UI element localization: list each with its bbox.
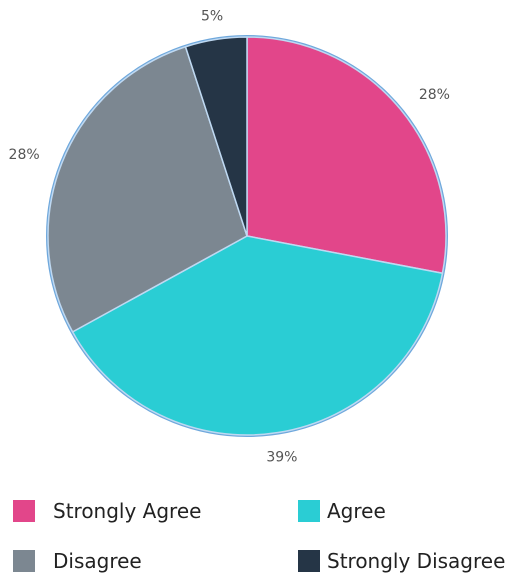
legend-item-strongly-disagree: Strongly Disagree xyxy=(298,548,505,574)
data-label-strongly-disagree: 5% xyxy=(201,9,223,25)
pie-slice-agree xyxy=(71,235,444,436)
data-label-disagree: 28% xyxy=(9,147,40,163)
pie-outline xyxy=(46,35,448,437)
legend-label: Agree xyxy=(327,499,386,523)
pie-chart-svg: 28% 39% 28% 5% xyxy=(9,9,450,466)
legend-swatch xyxy=(13,550,35,572)
legend-label: Disagree xyxy=(53,549,142,573)
legend-item-disagree: Disagree xyxy=(13,548,142,574)
pie-chart: 28% 39% 28% 5% xyxy=(9,9,450,466)
legend-label: Strongly Disagree xyxy=(327,549,506,573)
legend-swatch xyxy=(13,500,35,522)
legend-swatch xyxy=(298,500,320,522)
legend-item-strongly-agree: Strongly Agree xyxy=(13,498,201,524)
legend-swatch xyxy=(298,550,320,572)
chart-legend: Strongly Agree Agree Disagree Strongly D… xyxy=(0,490,526,577)
legend-item-agree: Agree xyxy=(298,498,386,524)
data-label-strongly-agree: 28% xyxy=(419,87,450,103)
data-label-agree: 39% xyxy=(266,449,297,465)
legend-label: Strongly Agree xyxy=(53,499,202,523)
pie-slice-disagree xyxy=(47,45,248,333)
pie-slice-strongly-disagree xyxy=(184,36,248,237)
pie-slice-strongly-agree xyxy=(246,36,447,275)
